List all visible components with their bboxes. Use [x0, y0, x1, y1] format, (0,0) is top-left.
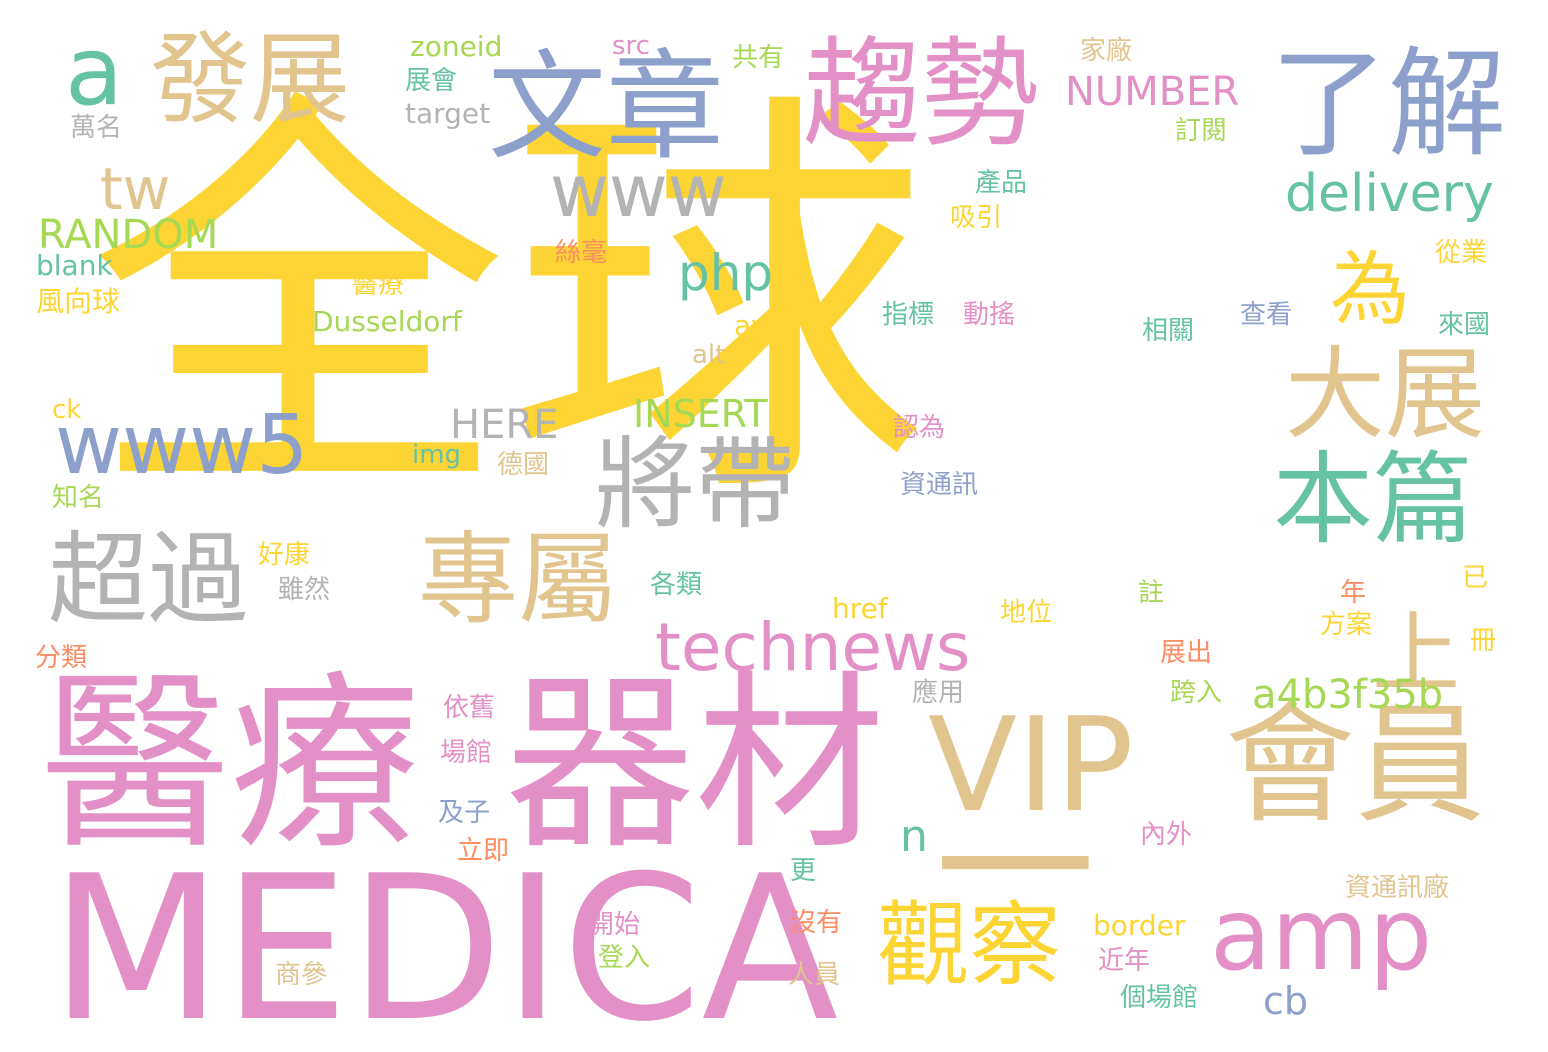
word-jizi: 及子 — [438, 798, 491, 828]
word-www: www — [550, 149, 727, 233]
word-chaoguo: 超過 — [48, 521, 248, 638]
word-fangan: 方案 — [1320, 610, 1373, 640]
word-xiangguan: 相關 — [1142, 316, 1195, 346]
word-ce: 冊 — [1470, 626, 1497, 656]
word-haokang: 好康 — [258, 540, 311, 570]
word-gelei: 各類 — [650, 570, 703, 600]
word-dazhan: 大展 — [1285, 336, 1485, 453]
word-guancha: 觀察 — [877, 892, 1062, 999]
word-php: php — [678, 244, 774, 302]
word-shangcan: 商參 — [275, 960, 328, 990]
word-dongyao: 動搖 — [963, 300, 1016, 330]
word-cb: cb — [1263, 979, 1309, 1023]
word-vip: VIP — [928, 689, 1134, 841]
word-nian: 年 — [1340, 578, 1367, 608]
word-chakan: 查看 — [1240, 300, 1293, 330]
word-href: href — [832, 592, 888, 625]
word-kaishi: 開始 — [588, 910, 641, 940]
word-meiyou: 沒有 — [790, 908, 843, 938]
word-jinnian: 近年 — [1098, 946, 1151, 976]
word-yiliao-small: 醫療 — [352, 270, 405, 300]
word-renwei: 認為 — [893, 413, 946, 443]
word-congye: 從業 — [1435, 238, 1488, 268]
word-sihao: 絲毫 — [555, 238, 608, 268]
word-neiwai: 內外 — [1140, 820, 1193, 850]
word-yiliao: 醫療 — [40, 654, 421, 875]
word-zoneid: zoneid — [410, 30, 503, 63]
word-fengxiangqiu: 風向球 — [36, 285, 121, 318]
word-yi: 一 — [935, 776, 1096, 963]
word-zhuanshu: 專屬 — [418, 521, 618, 638]
word-kuaru: 跨入 — [1170, 678, 1223, 708]
word-yi-already: 已 — [1462, 563, 1489, 593]
word-blank: blank — [36, 249, 113, 282]
word-insert: INSERT — [633, 392, 768, 436]
word-random: RANDOM — [38, 212, 219, 258]
word-qicai: 器材 — [505, 654, 886, 875]
word-gechangguan: 個場館 — [1120, 983, 1199, 1013]
word-delivery: delivery — [1285, 164, 1494, 224]
word-www5: www5 — [55, 398, 309, 493]
word-geng: 更 — [790, 856, 817, 886]
word-a4b3f35b: a4b3f35b — [1252, 672, 1444, 718]
word-zhibiao: 指標 — [882, 300, 935, 330]
word-zhanchu: 展出 — [1160, 638, 1213, 668]
word-avw: avw — [734, 309, 791, 342]
word-ck: ck — [52, 395, 82, 425]
word-tw: tw — [100, 155, 171, 223]
word-alt: alt — [692, 340, 726, 370]
word-fazhan: 發展 — [150, 21, 350, 138]
word-wanming: 萬名 — [70, 113, 123, 143]
word-yijiu: 依舊 — [443, 693, 496, 723]
word-wei: 為 — [1330, 243, 1410, 336]
word-dengru: 登入 — [598, 943, 651, 973]
word-liaojie: 了解 — [1270, 35, 1507, 173]
word-changguan: 場館 — [440, 738, 493, 768]
word-jiachang: 家廠 — [1080, 36, 1133, 66]
word-number: NUMBER — [1065, 69, 1240, 115]
word-border: border — [1093, 909, 1186, 942]
word-a: a — [65, 17, 124, 127]
word-shang: 上 — [1372, 602, 1461, 705]
word-zitongxun: 資通訊 — [900, 470, 979, 500]
word-n: n — [900, 811, 928, 862]
word-yingyong: 應用 — [912, 678, 965, 708]
word-zhanhui: 展會 — [405, 66, 458, 96]
word-img: img — [412, 440, 462, 470]
word-laiguo: 來國 — [1438, 310, 1491, 340]
word-zhu: 註 — [1138, 578, 1165, 608]
word-chanpin: 產品 — [975, 168, 1028, 198]
word-amp: amp — [1210, 876, 1433, 993]
word-target: target — [405, 97, 491, 130]
word-gongyou: 共有 — [732, 43, 785, 73]
word-fenlei: 分類 — [35, 643, 88, 673]
word-quanqiu: 全球 — [88, 60, 928, 549]
word-zhiming: 知名 — [52, 483, 105, 513]
word-dingyue: 訂閱 — [1175, 116, 1228, 146]
word-liji: 立即 — [457, 836, 510, 866]
word-dusseldorf: Dusseldorf — [312, 305, 462, 338]
word-technews: technews — [655, 609, 971, 686]
word-zitongxunchang: 資通訊廠 — [1345, 873, 1450, 903]
word-medica: MEDICA — [50, 833, 839, 1052]
word-diwei: 地位 — [1000, 598, 1053, 628]
word-here: HERE — [450, 402, 559, 448]
word-benpian: 本篇 — [1273, 441, 1473, 558]
word-jiangdai: 將帶 — [595, 426, 795, 543]
word-xiyin: 吸引 — [950, 203, 1003, 233]
word-src: src — [612, 31, 650, 61]
word-renyuan: 人員 — [788, 960, 841, 990]
word-huiyuan: 會員 — [1225, 689, 1486, 841]
word-suiran: 雖然 — [278, 575, 331, 605]
word-deguo: 德國 — [497, 450, 550, 480]
word-wenzhang: 文章 — [488, 38, 725, 176]
word-qushi: 趨勢 — [803, 25, 1040, 163]
